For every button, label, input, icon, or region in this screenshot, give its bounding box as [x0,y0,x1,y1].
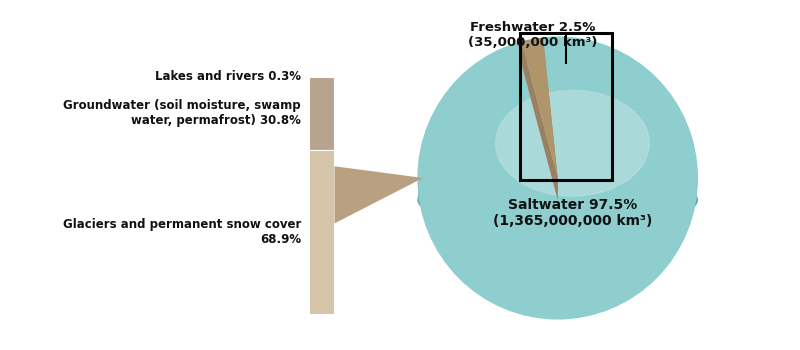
Bar [418,178,698,200]
Bar [309,150,334,314]
Text: Glaciers and permanent snow cover
68.9%: Glaciers and permanent snow cover 68.9% [62,218,301,246]
Circle shape [418,37,698,319]
Bar [309,76,334,77]
Polygon shape [522,42,558,200]
Text: Freshwater 2.5%
(35,000,000 km³): Freshwater 2.5% (35,000,000 km³) [469,21,598,49]
Polygon shape [543,38,558,200]
Ellipse shape [496,90,650,196]
Polygon shape [522,38,558,178]
Bar [519,33,612,180]
Text: Saltwater 97.5%
(1,365,000,000 km³): Saltwater 97.5% (1,365,000,000 km³) [493,198,652,228]
Text: Groundwater (soil moisture, swamp
water, permafrost) 30.8%: Groundwater (soil moisture, swamp water,… [63,99,301,127]
Ellipse shape [418,168,698,231]
Bar [309,77,334,150]
Text: Lakes and rivers 0.3%: Lakes and rivers 0.3% [155,70,301,83]
Polygon shape [334,166,423,223]
